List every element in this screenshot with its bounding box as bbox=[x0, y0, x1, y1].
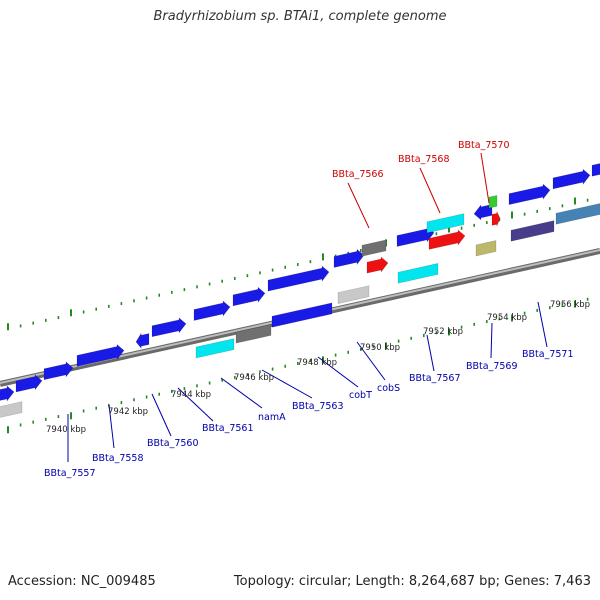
gene-label[interactable]: BBta_7568 bbox=[398, 154, 450, 165]
gene-arrow bbox=[0, 401, 23, 418]
label-leader-lines bbox=[67, 152, 548, 462]
gene-arrow bbox=[426, 213, 465, 234]
scale-label: 7952 kbp bbox=[423, 327, 463, 337]
gene-arrow bbox=[271, 302, 333, 328]
gene-label[interactable]: BBta_7570 bbox=[458, 140, 510, 151]
label-leader-line bbox=[356, 341, 386, 381]
gene-arrow bbox=[366, 256, 389, 274]
scale-label: 7950 kbp bbox=[360, 343, 400, 353]
gene-arrow bbox=[508, 183, 551, 206]
gene-label[interactable]: BBta_7561 bbox=[202, 423, 254, 434]
gene-arrow bbox=[267, 265, 330, 292]
gene-label[interactable]: cobS bbox=[377, 383, 400, 394]
label-leader-line bbox=[490, 322, 493, 359]
label-leader-line bbox=[480, 152, 490, 204]
scale-label: 7954 kbp bbox=[487, 313, 527, 323]
gene-arrow bbox=[428, 229, 466, 250]
label-leader-line bbox=[317, 356, 359, 388]
gene-arrow bbox=[488, 194, 498, 209]
gene-label[interactable]: BBta_7557 bbox=[44, 468, 96, 479]
gene-label[interactable]: cobT bbox=[349, 390, 372, 401]
gene-arrow bbox=[397, 263, 439, 284]
scale-labels: 7940 kbp 7942 kbp 7944 kbp 7946 kbp 7948… bbox=[46, 300, 590, 435]
gene-arrow bbox=[591, 163, 600, 177]
gene-label[interactable]: BBta_7558 bbox=[92, 453, 144, 464]
genome-title: Bradyrhizobium sp. BTAi1, complete genom… bbox=[153, 9, 447, 24]
gene-arrow bbox=[151, 317, 187, 338]
label-leader-line bbox=[108, 404, 115, 449]
gene-arrow bbox=[15, 374, 43, 393]
scale-label: 7944 kbp bbox=[171, 390, 211, 400]
gene-arrow bbox=[195, 338, 235, 359]
gene-label[interactable]: BBta_7571 bbox=[522, 349, 574, 360]
gene-arrow bbox=[491, 211, 501, 227]
accession-text: Accession: NC_009485 bbox=[8, 574, 156, 589]
label-leader-line bbox=[151, 393, 172, 437]
gene-arrow bbox=[232, 286, 266, 307]
gene-label[interactable]: namA bbox=[258, 412, 286, 423]
gene-arrow bbox=[337, 285, 370, 304]
gene-arrow bbox=[76, 343, 125, 367]
gene-arrow bbox=[475, 240, 497, 257]
gene-arrow bbox=[473, 203, 493, 221]
gene-label[interactable]: BBta_7563 bbox=[292, 401, 344, 412]
label-leader-line bbox=[177, 387, 214, 422]
gene-arrow bbox=[193, 300, 231, 321]
gene-arrow bbox=[43, 361, 74, 381]
scale-label: 7956 kbp bbox=[550, 300, 590, 310]
gene-arrow bbox=[552, 168, 591, 190]
scale-label: 7946 kbp bbox=[234, 373, 274, 383]
gene-arrow bbox=[361, 239, 387, 257]
gene-label[interactable]: BBta_7566 bbox=[332, 169, 384, 180]
gene-features bbox=[0, 163, 600, 418]
gene-label[interactable]: BBta_7567 bbox=[409, 373, 461, 384]
gene-arrow bbox=[510, 220, 555, 242]
label-leader-line bbox=[537, 301, 548, 348]
gene-arrow bbox=[0, 385, 15, 402]
gene-arrow bbox=[235, 324, 272, 344]
gene-label[interactable]: BBta_7569 bbox=[466, 361, 518, 372]
gene-label[interactable]: BBta_7560 bbox=[147, 438, 199, 449]
label-leader-line bbox=[261, 369, 313, 399]
gene-arrow bbox=[333, 248, 365, 268]
label-leader-line bbox=[220, 377, 263, 409]
gene-arrow bbox=[135, 332, 150, 350]
scale-label: 7940 kbp bbox=[46, 425, 86, 435]
tick-marks bbox=[7, 197, 589, 434]
label-leader-line bbox=[426, 334, 435, 372]
label-leader-line bbox=[419, 167, 441, 214]
gene-arrow bbox=[555, 203, 600, 225]
label-leader-line bbox=[347, 182, 370, 229]
scale-label: 7942 kbp bbox=[108, 407, 148, 417]
topology-text: Topology: circular; Length: 8,264,687 bp… bbox=[233, 574, 591, 589]
gene-labels: BBta_7557 BBta_7558 BBta_7560 BBta_7561 … bbox=[44, 140, 574, 479]
scale-label: 7948 kbp bbox=[297, 358, 337, 368]
